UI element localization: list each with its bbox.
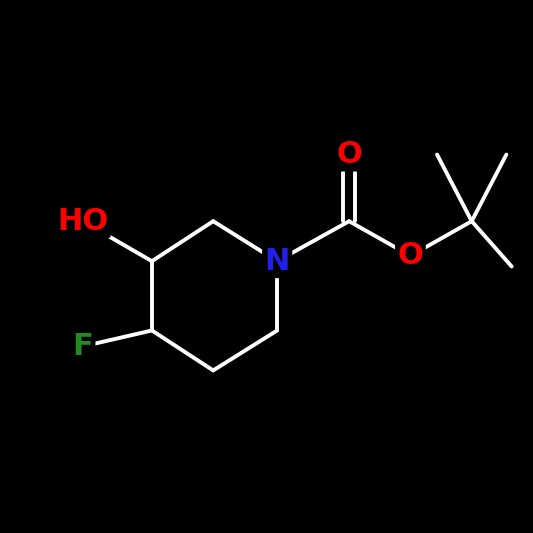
Text: F: F [72,332,93,361]
Text: N: N [264,247,290,276]
Text: O: O [398,241,423,270]
Text: O: O [336,140,362,169]
Text: HO: HO [57,207,108,236]
